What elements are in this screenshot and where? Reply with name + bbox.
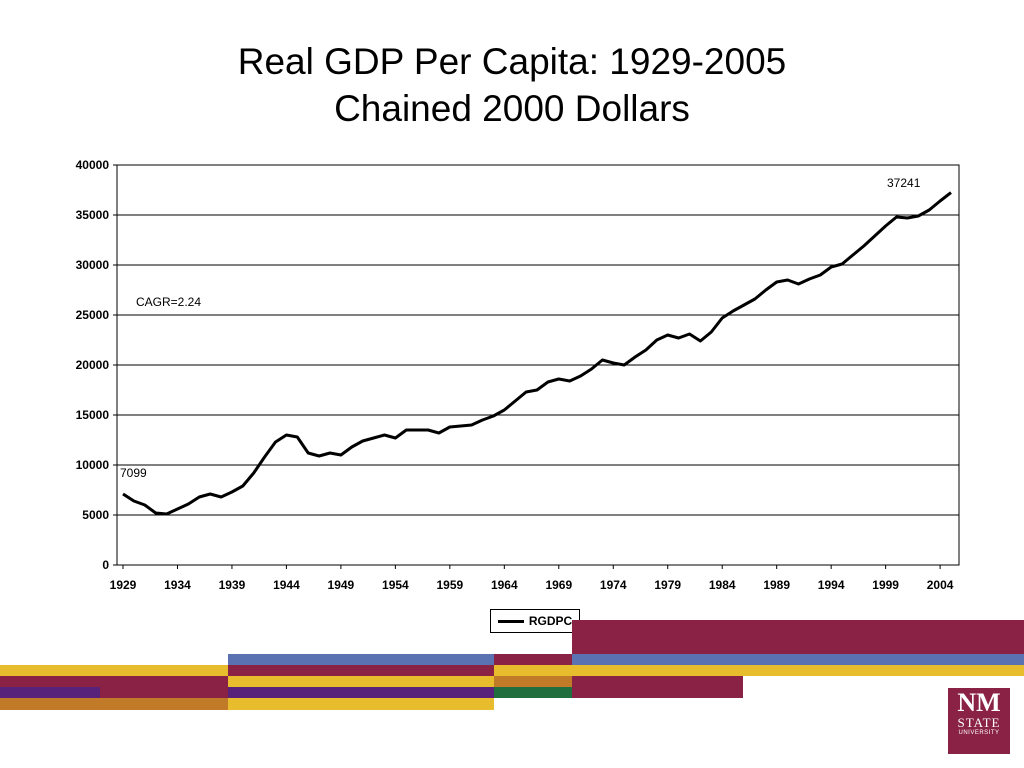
x-tick-label: 1999: [872, 578, 899, 592]
band-gold-row3: [228, 676, 494, 687]
y-axis-ticks: 0 5000 10000 15000 20000 25000 30000 35000 40000: [76, 158, 117, 572]
y-tick-label: 15000: [76, 408, 110, 422]
x-tick-label: 1954: [382, 578, 409, 592]
annotation-end-value: 37241: [887, 176, 921, 190]
y-tick-label: 40000: [76, 158, 110, 172]
x-tick-label: 1969: [545, 578, 572, 592]
band-gold-row2: [494, 665, 572, 676]
y-tick-label: 5000: [82, 508, 109, 522]
band-purple-mid: [228, 687, 494, 698]
y-tick-label: 20000: [76, 358, 110, 372]
y-tick-label: 10000: [76, 458, 110, 472]
band-orange-left: [0, 698, 228, 710]
line-chart: 0 5000 10000 15000 20000 25000 30000 35000 40000…: [76, 158, 960, 592]
band-orange-row3: [494, 676, 572, 687]
band-blue-right: [572, 654, 1024, 665]
chart-legend: RGDPC: [490, 609, 580, 633]
annotation-start-value: 7099: [120, 466, 147, 480]
x-tick-label: 1949: [328, 578, 355, 592]
x-tick-label: 1944: [273, 578, 300, 592]
x-tick-label: 1994: [818, 578, 845, 592]
gridlines: [117, 214, 959, 516]
x-tick-label: 1979: [654, 578, 681, 592]
legend-label-rgdpc: RGDPC: [528, 614, 573, 628]
x-tick-label: 1964: [491, 578, 518, 592]
x-tick-label: 1934: [164, 578, 191, 592]
x-tick-label: 1989: [763, 578, 790, 592]
band-maroon-row2: [228, 665, 494, 676]
band-maroon-left-row4: [100, 687, 228, 698]
x-tick-label: 1929: [110, 578, 137, 592]
y-tick-label: 0: [102, 558, 109, 572]
x-tick-label: 1939: [219, 578, 246, 592]
band-maroon-left: [0, 676, 228, 687]
legend-swatch-rgdpc: [497, 619, 524, 623]
band-gold-right: [572, 665, 1024, 676]
x-tick-label: 1959: [436, 578, 463, 592]
band-gold-bottom: [228, 698, 494, 710]
logo-text-nm: NM: [957, 688, 1001, 717]
band-green-mid: [494, 687, 572, 698]
nmsu-logo: NM STATE UNIVERSITY: [948, 688, 1010, 754]
x-tick-label: 1974: [600, 578, 627, 592]
x-axis-ticks: 1929 1934 1939 1944 1949 1954 1959 1964 1969 1974…: [110, 565, 954, 592]
band-purple-left: [0, 687, 100, 698]
band-gold-left: [0, 665, 228, 676]
band-maroon-mid: [494, 654, 572, 665]
logo-text-state: STATE: [957, 715, 1001, 730]
y-tick-label: 30000: [76, 258, 110, 272]
x-tick-label: 1984: [709, 578, 736, 592]
series-line-rgdpc: [122, 191, 952, 516]
annotation-cagr: CAGR=2.24: [136, 295, 201, 309]
slide-title-line2: Chained 2000 Dollars: [334, 88, 690, 129]
band-maroon-top-right: [572, 620, 1024, 654]
logo-text-university: UNIVERSITY: [958, 730, 1000, 736]
band-blue-mid: [228, 654, 494, 665]
slide-title-line1: Real GDP Per Capita: 1929-2005: [237, 41, 787, 82]
y-tick-label: 35000: [76, 208, 110, 222]
band-maroon-right-low: [572, 676, 743, 698]
slide-title: Real GDP Per Capita: 1929-2005 Chained 2…: [0, 38, 1024, 132]
y-tick-label: 25000: [76, 308, 110, 322]
x-tick-label: 2004: [927, 578, 954, 592]
